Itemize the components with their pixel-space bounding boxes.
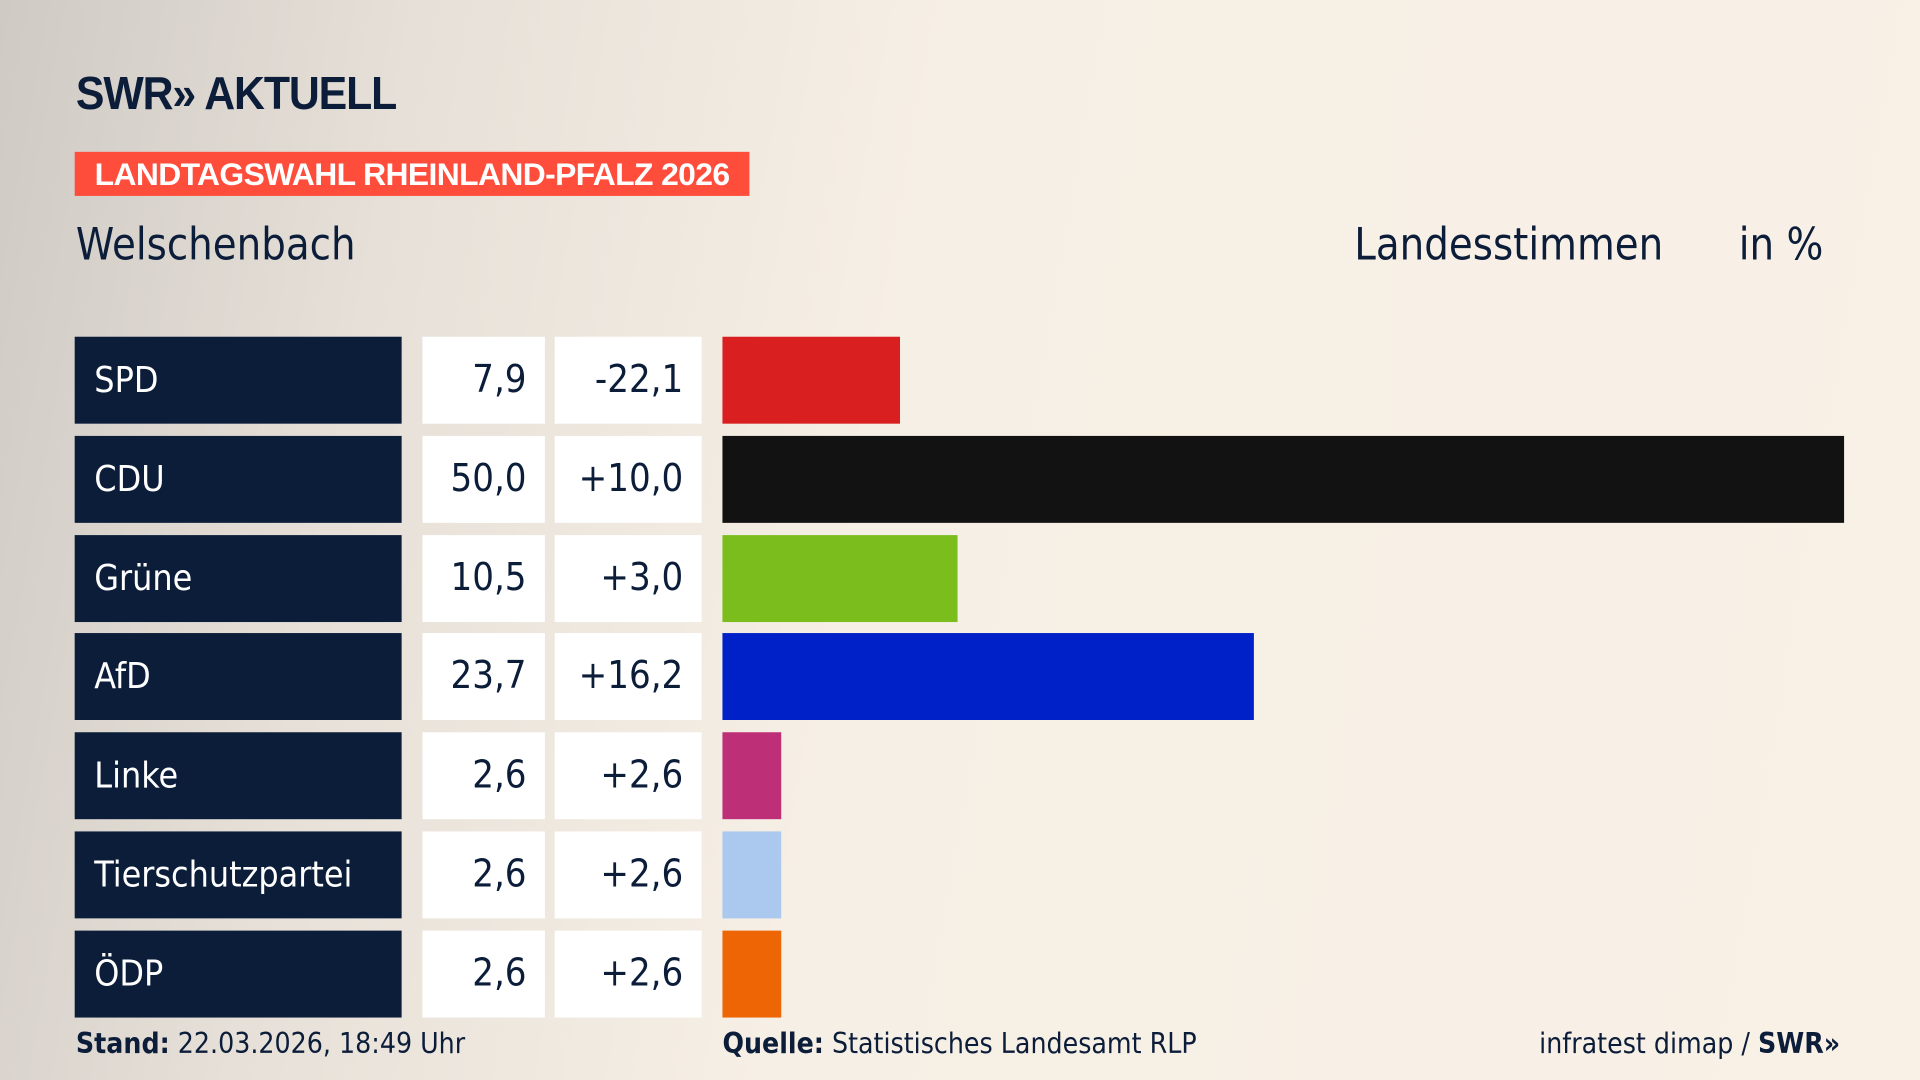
stand-label: Stand: [75, 1028, 170, 1061]
party-label: CDU [74, 435, 402, 523]
party-label: Linke [74, 732, 402, 820]
party-row: Grüne 10,5 +3,0 [0, 534, 1920, 622]
credit: infratest dimap / [1539, 1028, 1759, 1061]
party-label: Tierschutzpartei [74, 831, 402, 919]
value-label: 23,7 [422, 633, 545, 721]
swr-aktuell-logo: SWR» AKTUELL [75, 68, 397, 121]
bar-spd [722, 336, 900, 424]
value-label: 10,5 [422, 534, 545, 622]
value-label: 2,6 [422, 930, 545, 1018]
source-label: Quelle: [722, 1028, 824, 1061]
diff-label: +3,0 [554, 534, 702, 622]
value-label: 50,0 [422, 435, 545, 523]
source-value: Statistisches Landesamt RLP [831, 1028, 1197, 1061]
stand-text: Stand: 22.03.2026, 18:49 Uhr [76, 1029, 465, 1061]
diff-label: +2,6 [554, 831, 702, 919]
diff-label: +16,2 [554, 633, 702, 721]
party-row: ÖDP 2,6 +2,6 [0, 930, 1920, 1018]
bar-tierschutzpartei [722, 831, 781, 919]
diff-label: -22,1 [554, 336, 702, 424]
swr-logo: SWR» [1758, 1028, 1841, 1061]
value-label: 7,9 [422, 336, 545, 424]
vote-type-label: Landesstimmen [1354, 220, 1664, 271]
bar-grüne [722, 534, 958, 622]
party-label: Grüne [74, 534, 402, 622]
diff-label: +2,6 [554, 732, 702, 820]
diff-label: +2,6 [554, 930, 702, 1018]
party-row: SPD 7,9 -22,1 [0, 336, 1920, 424]
source-text: Quelle: Statistisches Landesamt RLP [722, 1029, 1196, 1061]
bar-cdu [722, 435, 1845, 523]
value-label: 2,6 [422, 732, 545, 820]
credit-text: infratest dimap / SWR» [1539, 1029, 1840, 1061]
party-row: Tierschutzpartei 2,6 +2,6 [0, 831, 1920, 919]
party-label: AfD [74, 633, 402, 721]
election-badge: LANDTAGSWAHL RHEINLAND-PFALZ 2026 [74, 151, 750, 196]
bar-linke [722, 732, 781, 820]
party-row: Linke 2,6 +2,6 [0, 732, 1920, 820]
stand-value: 22.03.2026, 18:49 Uhr [177, 1028, 466, 1061]
unit-label: in % [1738, 220, 1824, 271]
party-label: SPD [74, 336, 402, 424]
bar-ödp [722, 930, 781, 1018]
place-title: Welschenbach [75, 220, 356, 271]
party-label: ÖDP [74, 930, 402, 1018]
value-label: 2,6 [422, 831, 545, 919]
diff-label: +10,0 [554, 435, 702, 523]
bar-afd [722, 633, 1255, 721]
party-row: CDU 50,0 +10,0 [0, 435, 1920, 523]
party-row: AfD 23,7 +16,2 [0, 633, 1920, 721]
